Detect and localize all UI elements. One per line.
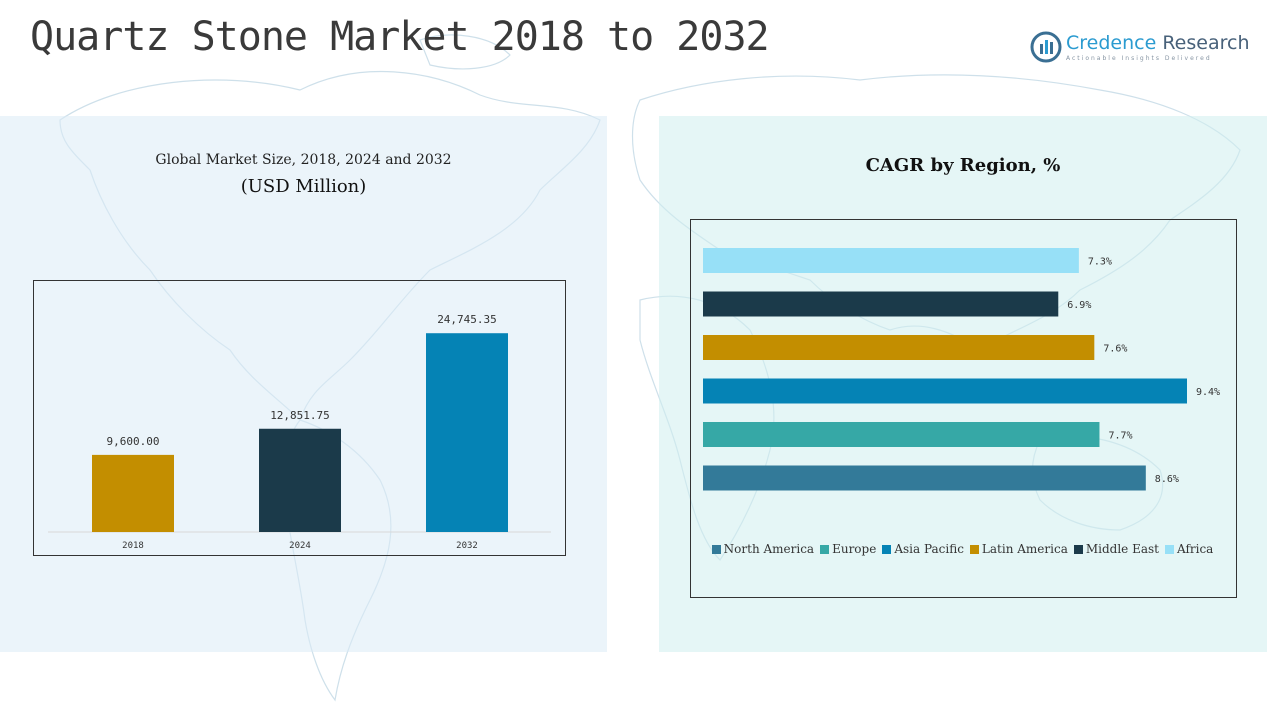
- legend-label: North America: [723, 542, 815, 556]
- logo-tagline: Actionable Insights Delivered: [1066, 55, 1212, 62]
- legend-label: Latin America: [981, 542, 1068, 556]
- legend-item-europe: Europe: [820, 542, 876, 556]
- cagr-chart: 7.3% 6.9% 7.6% 9.4% 7.7% 8.6%: [690, 219, 1237, 598]
- market-size-chart: 9,600.00 2018 12,851.75 2024 24,745.35 2032: [33, 280, 566, 556]
- legend-swatch: [820, 544, 830, 554]
- bar-2024: [259, 428, 341, 532]
- tick-label-2032: 2032: [456, 541, 478, 551]
- data-label-latin-america: 7.6%: [1103, 344, 1127, 355]
- tick-label-2024: 2024: [289, 541, 311, 551]
- bar-2018: [92, 454, 174, 532]
- bar-north-america: [703, 465, 1146, 491]
- page-title: Quartz Stone Market 2018 to 2032: [30, 14, 770, 60]
- data-label-asia-pacific: 9.4%: [1196, 387, 1220, 398]
- market-size-bar-chart: 9,600.00 2018 12,851.75 2024 24,745.35 2032: [48, 313, 551, 551]
- legend-item-middle-east: Middle East: [1073, 542, 1159, 556]
- legend-item-north-america: North America: [711, 542, 815, 556]
- bar-middle-east: [703, 291, 1059, 317]
- market-size-unit: (USD Million): [240, 176, 367, 197]
- legend-swatch: [969, 544, 979, 554]
- bar-2032: [426, 333, 508, 532]
- market-size-subtitle: Global Market Size, 2018, 2024 and 2032: [155, 152, 452, 168]
- data-label-middle-east: 6.9%: [1067, 300, 1091, 311]
- cagr-title: CAGR by Region, %: [865, 155, 1061, 176]
- cagr-legend: North America Europe Asia Pacific Latin Ame…: [690, 542, 1235, 556]
- logo-name-secondary: Research: [1162, 32, 1250, 54]
- legend-label: Europe: [832, 542, 877, 556]
- logo-icon: [1030, 31, 1062, 63]
- legend-swatch: [882, 544, 892, 554]
- bar-africa: [703, 248, 1079, 273]
- legend-item-africa: Africa: [1164, 542, 1214, 556]
- logo-name-primary: Credence: [1066, 32, 1157, 54]
- data-label-2032: 24,745.35: [437, 313, 497, 326]
- data-label-europe: 7.7%: [1108, 431, 1132, 442]
- cagr-bar-chart: 7.3% 6.9% 7.6% 9.4% 7.7% 8.6%: [703, 248, 1220, 491]
- legend-item-asia-pacific: Asia Pacific: [882, 542, 964, 556]
- legend-item-latin-america: Latin America: [969, 542, 1068, 556]
- bar-asia-pacific: [703, 378, 1187, 404]
- legend-swatch: [711, 544, 721, 554]
- tick-label-2018: 2018: [122, 541, 144, 551]
- legend-swatch: [1073, 544, 1083, 554]
- legend-swatch: [1164, 544, 1174, 554]
- legend-label: Africa: [1176, 542, 1214, 556]
- data-label-africa: 7.3%: [1088, 257, 1112, 268]
- bar-europe: [703, 422, 1100, 447]
- credence-research-logo: Credence Research Actionable Insights De…: [1030, 30, 1249, 66]
- legend-label: Middle East: [1085, 542, 1159, 556]
- bar-latin-america: [703, 335, 1095, 360]
- data-label-north-america: 8.6%: [1155, 474, 1179, 485]
- legend-label: Asia Pacific: [894, 542, 964, 556]
- data-label-2018: 9,600.00: [107, 435, 160, 448]
- data-label-2024: 12,851.75: [270, 409, 330, 422]
